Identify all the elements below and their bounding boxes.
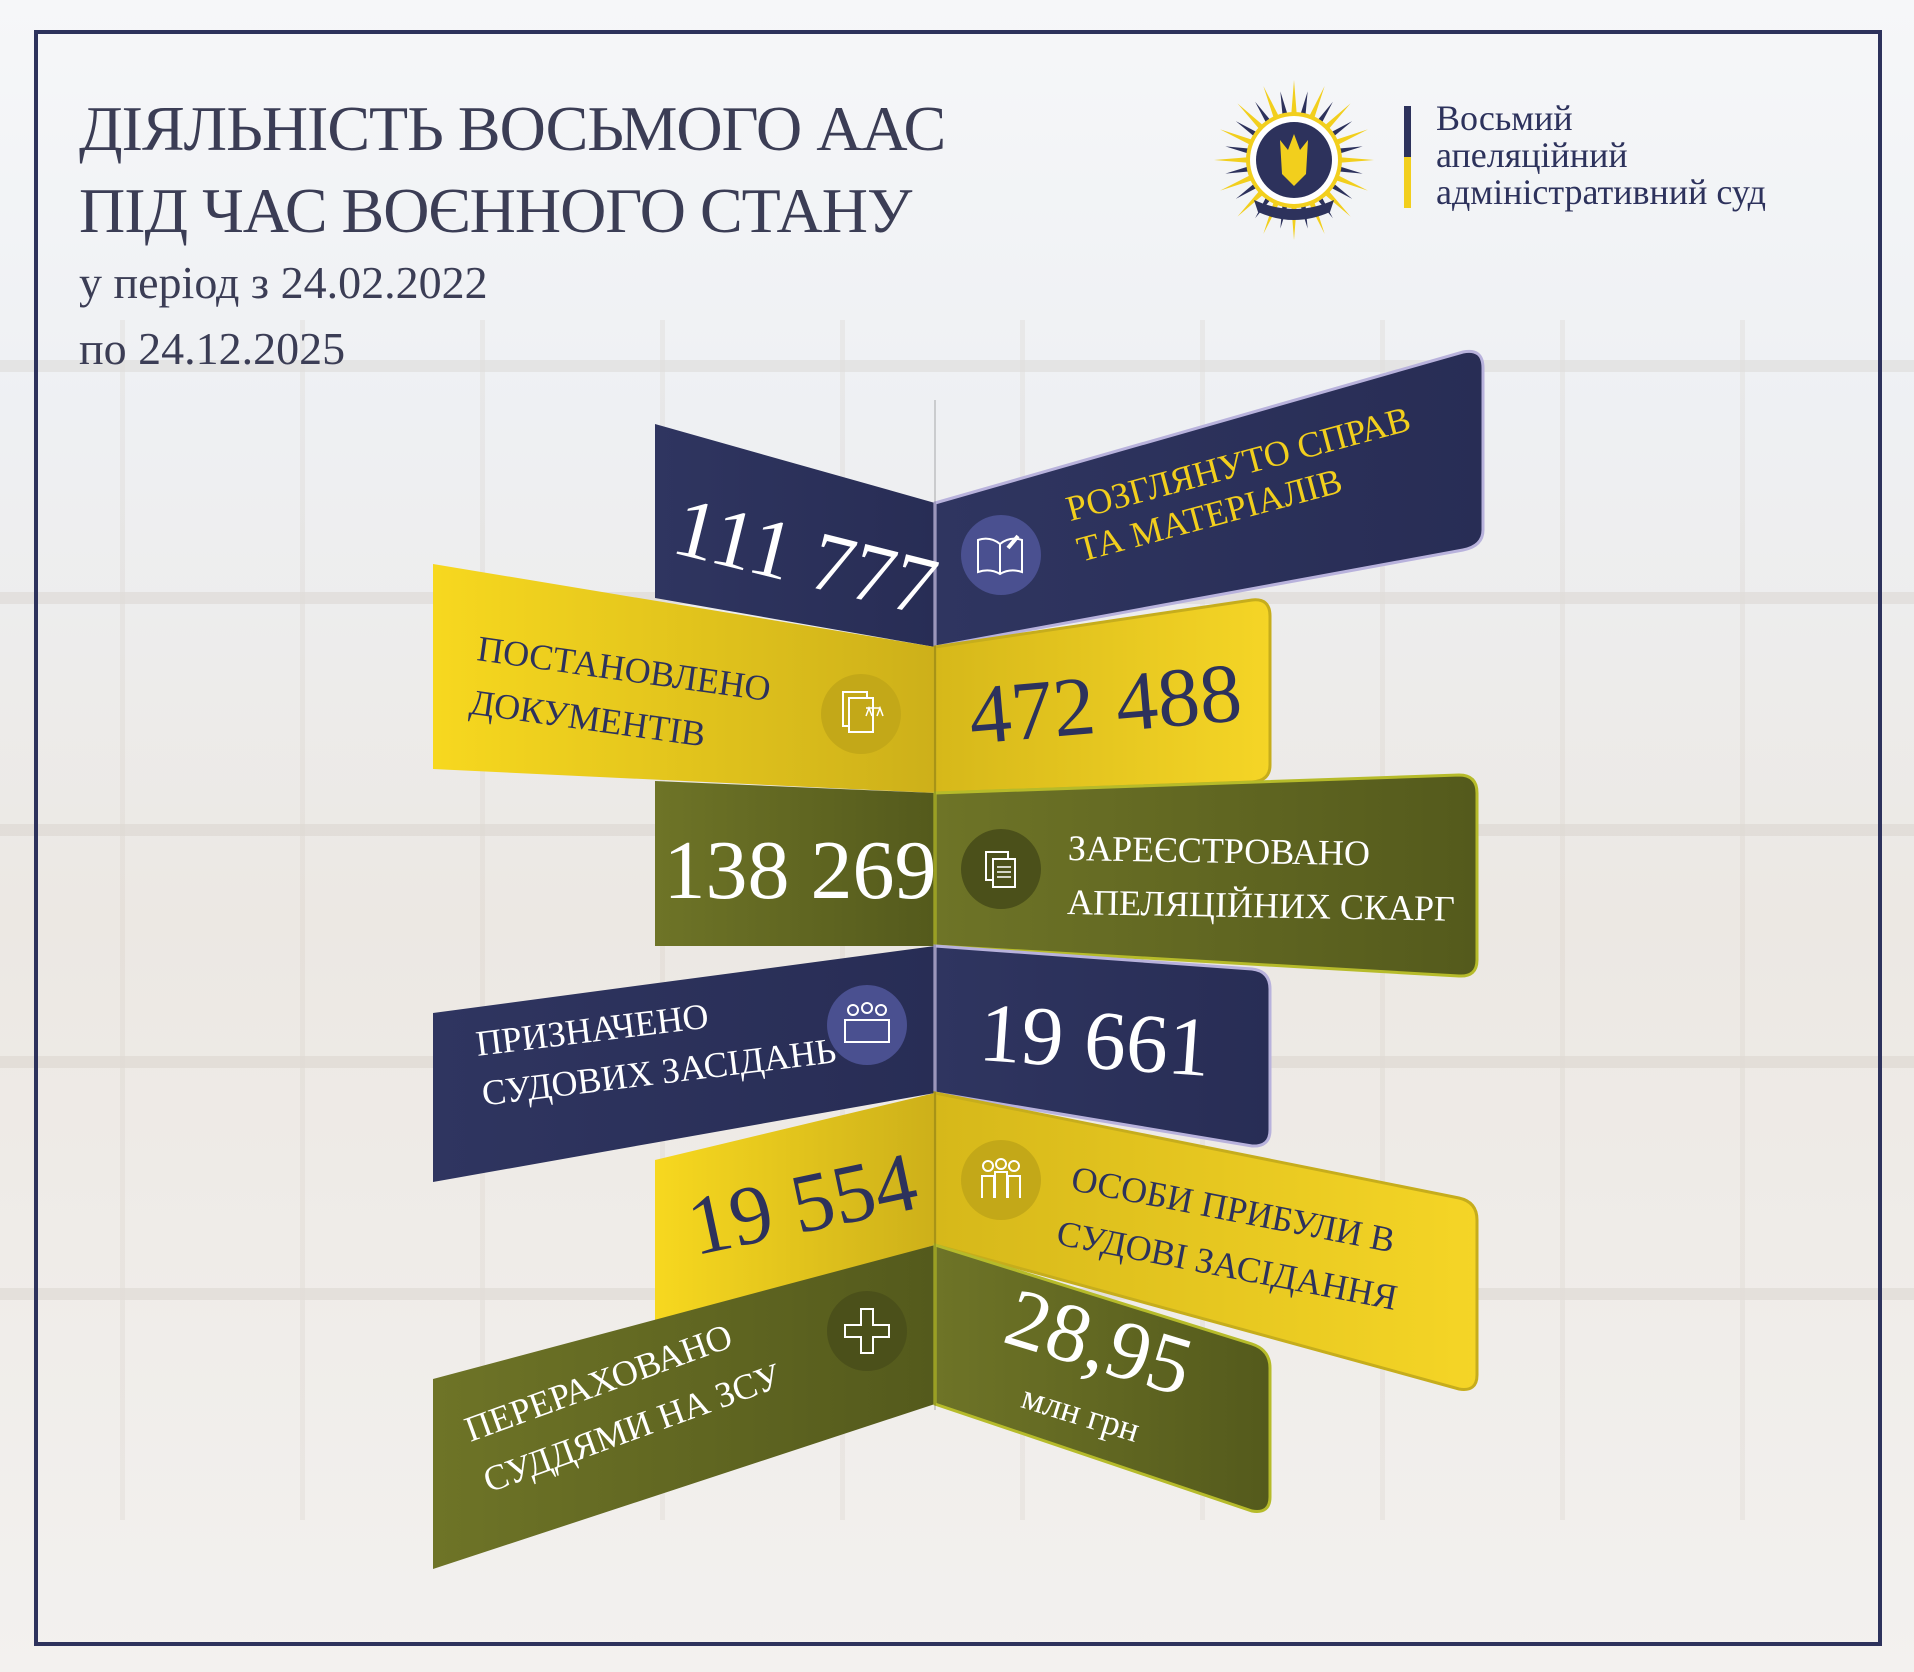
stat-3-label-line-2: АПЕЛЯЦІЙНИХ СКАРГ [1067, 882, 1455, 929]
stat-4-right-panel [933, 944, 1272, 1148]
emblem-ray [1329, 172, 1368, 191]
stat-3-left-panel [655, 781, 935, 946]
title-line-2: ПІД ЧАС ВОЄННОГО СТАНУ [79, 175, 912, 246]
court-name-line-2: апеляційний [1436, 135, 1628, 175]
emblem-ray [1306, 86, 1325, 125]
stat-5-left-panel [655, 1093, 935, 1324]
period: у період з 24.02.2022 по 24.12.2025 [79, 250, 488, 382]
logo-divider [1404, 106, 1411, 208]
emblem-ray [1333, 156, 1374, 164]
period-start: у період з 24.02.2022 [79, 257, 488, 308]
people-family-icon [961, 1140, 1041, 1220]
documents-copy-icon [961, 829, 1041, 909]
stat-6-left-panel [433, 1245, 935, 1569]
stat-3-right-panel [933, 773, 1479, 978]
court-name-line-1: Восьмий [1436, 98, 1573, 138]
emblem-ray [1220, 172, 1259, 191]
stat-4-value: 19 661 [976, 986, 1213, 1095]
page-title: ДІЯЛЬНІСТЬ ВОСЬМОГО ААС ПІД ЧАС ВОЄННОГО… [79, 88, 946, 252]
emblem-ray [1329, 129, 1368, 148]
court-name-line-3: адміністративний суд [1436, 172, 1766, 212]
stat-5-right-panel [933, 1091, 1479, 1391]
emblem-ray [1263, 86, 1282, 125]
emblem-ray [1220, 129, 1259, 148]
emblem-ray [1290, 80, 1298, 121]
courtroom-judges-icon [827, 985, 907, 1065]
emblem-ray [1214, 156, 1255, 164]
stat-3-label-line-1: ЗАРЕЄСТРОВАНО [1068, 828, 1371, 873]
court-emblem-icon [1214, 80, 1374, 240]
military-cross-icon [827, 1291, 907, 1371]
court-name: Восьмий апеляційний адміністративний суд [1436, 100, 1766, 211]
stat-2-left-panel [433, 564, 935, 793]
stat-1-right-panel [933, 349, 1485, 649]
stat-1-left-panel [655, 424, 935, 647]
documents-scales-icon [821, 674, 901, 754]
stat-3-value: 138 269 [664, 824, 937, 917]
period-end: по 24.12.2025 [79, 323, 346, 374]
stat-4-left-panel [433, 946, 935, 1182]
title-line-1: ДІЯЛЬНІСТЬ ВОСЬМОГО ААС [79, 93, 946, 164]
open-book-gavel-icon [961, 515, 1041, 595]
stat-6-right-panel [933, 1242, 1272, 1513]
page-frame [34, 30, 1882, 1646]
